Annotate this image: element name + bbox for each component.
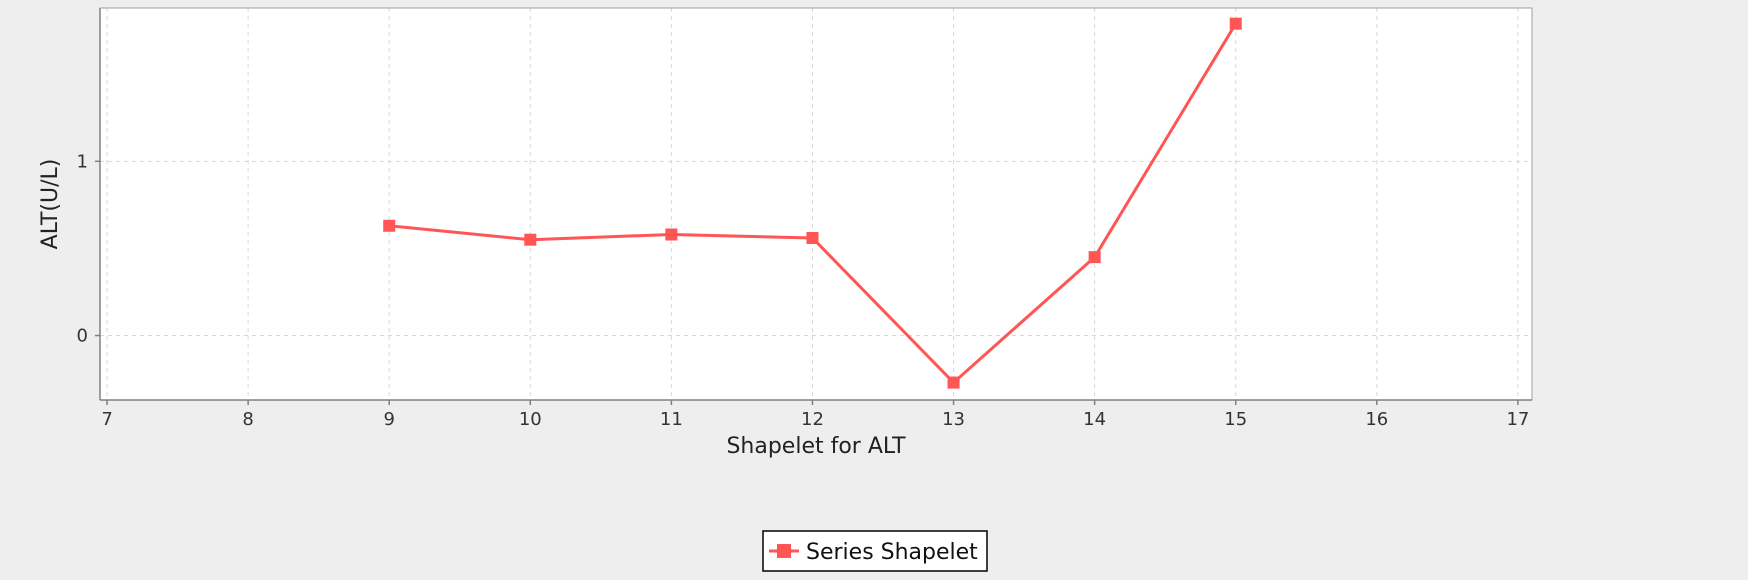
data-point-marker — [1229, 17, 1242, 30]
data-point-marker — [383, 219, 396, 232]
plot-area — [100, 8, 1532, 400]
data-point-marker — [1088, 251, 1101, 264]
data-point-marker — [665, 228, 678, 241]
legend: Series Shapelet — [762, 530, 988, 572]
legend-marker-swatch — [777, 544, 791, 558]
y-axis-ticks: 01 — [77, 151, 100, 347]
x-tick-label: 17 — [1506, 409, 1529, 430]
x-axis-ticks: 7 8 9 10 11 12 13 14 15 16 17 — [101, 400, 1529, 430]
x-tick-label: 13 — [942, 409, 965, 430]
grid-lines — [100, 8, 1532, 400]
x-tick-label: 14 — [1083, 409, 1106, 430]
x-tick-label: 16 — [1365, 409, 1388, 430]
x-tick-label: 11 — [660, 409, 683, 430]
data-point-marker — [806, 231, 819, 244]
x-tick-label: 7 — [101, 409, 112, 430]
x-tick-label: 8 — [242, 409, 253, 430]
y-tick-label: 0 — [77, 326, 88, 347]
data-point-marker — [947, 376, 960, 389]
y-tick-label: 1 — [77, 151, 88, 172]
data-point-marker — [524, 233, 537, 246]
series-layer — [383, 17, 1242, 389]
legend-label: Series Shapelet — [806, 540, 978, 565]
axes — [99, 7, 1533, 401]
x-tick-label: 12 — [801, 409, 824, 430]
x-tick-label: 9 — [383, 409, 394, 430]
legend-box — [762, 530, 988, 572]
y-axis-title: ALT(U/L) — [38, 159, 63, 250]
x-axis-title: Shapelet for ALT — [726, 434, 906, 459]
x-tick-label: 10 — [519, 409, 542, 430]
x-tick-label: 15 — [1224, 409, 1247, 430]
